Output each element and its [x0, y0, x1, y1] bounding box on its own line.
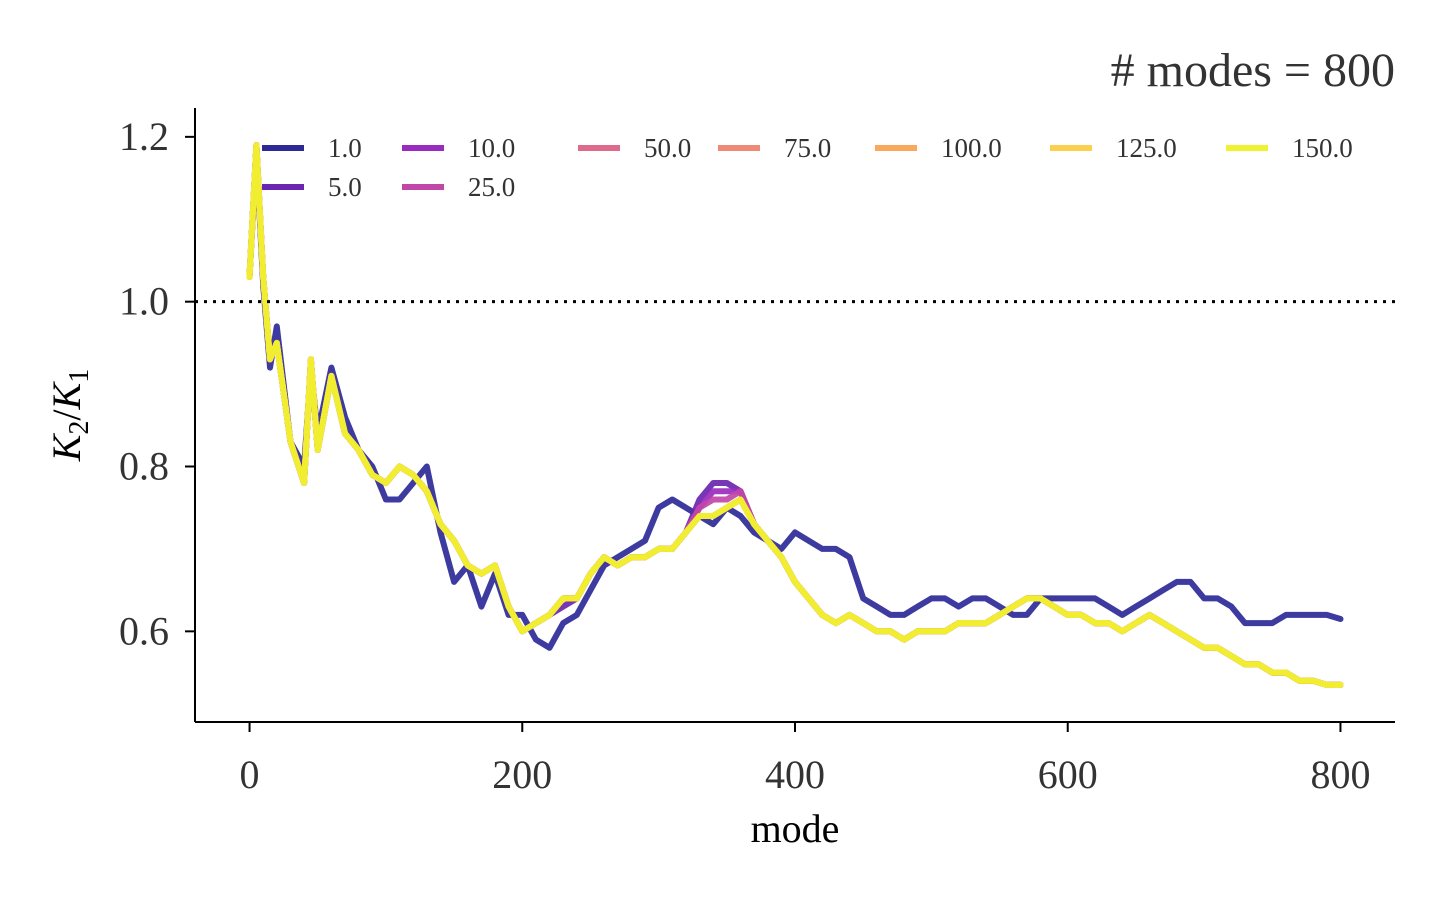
y-tick-label: 1.0: [119, 279, 169, 324]
y-axis-title-slash: /: [44, 409, 89, 421]
legend-label-10-0: 10.0: [468, 133, 515, 163]
legend-label-50-0: 50.0: [644, 133, 691, 163]
y-tick-label: 0.8: [119, 444, 169, 489]
series-line-10-0: [246, 142, 1344, 688]
series-layer: [246, 142, 1344, 688]
y-axis-title-sub1: 1: [64, 369, 95, 383]
y-axis-title-k2: K: [44, 432, 89, 462]
series-line-75-0: [246, 142, 1344, 688]
y-tick-label: 0.6: [119, 608, 169, 653]
x-tick-label: 600: [1038, 752, 1098, 797]
series-line-1-0: [246, 150, 1344, 651]
legend-label-25-0: 25.0: [468, 172, 515, 202]
series-line-150-0: [246, 142, 1344, 688]
series-line-5-0: [246, 142, 1344, 688]
y-axis-title: K2/K1: [44, 369, 95, 463]
legend: 1.0 5.0 10.0 25.0 50.0 75.0 100.0 125.0 150.0: [262, 133, 1353, 202]
series-line-25-0: [246, 142, 1344, 688]
chart-title: # modes = 800: [1111, 44, 1395, 97]
series-line-50-0: [246, 142, 1344, 688]
legend-label-100-0: 100.0: [941, 133, 1002, 163]
legend-label-75-0: 75.0: [784, 133, 831, 163]
y-axis-title-k1: K: [44, 380, 89, 410]
y-tick-label: 1.2: [119, 114, 169, 159]
x-tick-label: 400: [765, 752, 825, 797]
svg-text:K2/K1: K2/K1: [44, 369, 95, 463]
x-tick-label: 200: [492, 752, 552, 797]
legend-label-5-0: 5.0: [328, 172, 362, 202]
axes-layer: 0 200 400 600 800 0.6 0.8 1.0 1.2: [119, 108, 1395, 797]
series-line-125-0: [246, 142, 1344, 688]
legend-label-150-0: 150.0: [1292, 133, 1353, 163]
x-tick-label: 800: [1310, 752, 1370, 797]
y-axis-title-sub2: 2: [64, 421, 95, 435]
series-line-100-0: [246, 142, 1344, 688]
legend-label-1-0: 1.0: [328, 133, 362, 163]
legend-label-125-0: 125.0: [1116, 133, 1177, 163]
x-tick-label: 0: [240, 752, 260, 797]
x-axis-title: mode: [751, 806, 840, 851]
